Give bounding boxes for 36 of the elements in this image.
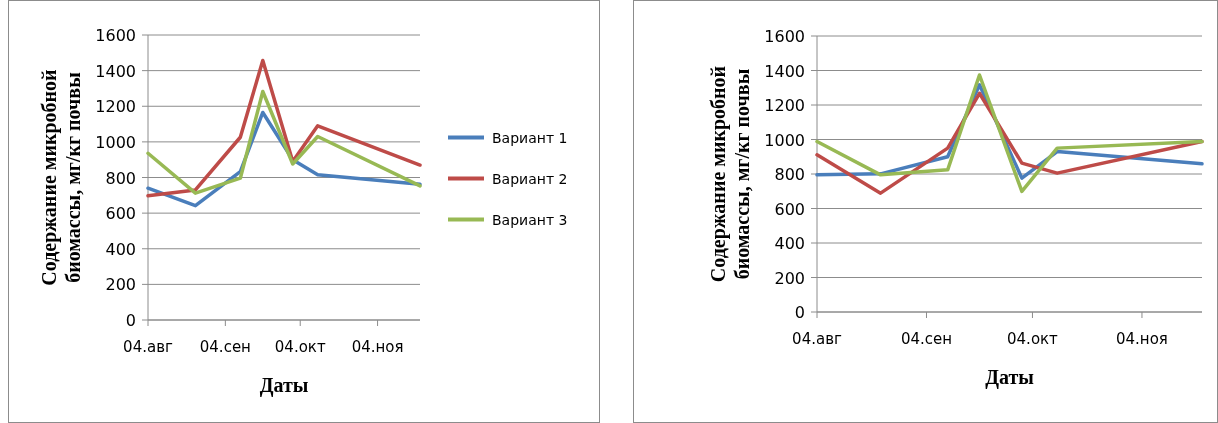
y-tick-label: 200 xyxy=(105,275,136,295)
y-tick-label: 1600 xyxy=(95,26,136,45)
x-axis-title: Даты xyxy=(259,374,309,397)
x-tick-label: 04.окт xyxy=(1007,330,1059,348)
y-tick-label: 0 xyxy=(794,303,805,322)
x-tick-label: 04.сен xyxy=(900,330,953,348)
y-tick-label: 400 xyxy=(774,234,805,253)
y-tick-label: 600 xyxy=(105,204,136,224)
y-tick-label: 1600 xyxy=(764,27,805,46)
legend-label: Вариант 2 xyxy=(492,170,568,187)
line-series xyxy=(146,89,422,195)
y-tick-label: 1000 xyxy=(95,132,136,152)
y-tick-label: 400 xyxy=(105,239,136,259)
legend-label: Вариант 1 xyxy=(492,129,568,146)
y-tick-label: 800 xyxy=(105,168,136,188)
y-tick-label: 1400 xyxy=(764,61,805,81)
x-axis-title: Даты xyxy=(985,366,1035,389)
x-tick-label: 04.авг xyxy=(123,338,173,356)
x-tick-label: 04.авг xyxy=(792,330,842,348)
y-tick-label: 800 xyxy=(774,165,805,184)
legend-label: Вариант 3 xyxy=(492,211,568,228)
x-tick-label: 04.окт xyxy=(274,338,326,356)
y-tick-label: 1200 xyxy=(95,97,136,117)
x-tick-label: 04.ноя xyxy=(1116,330,1168,348)
x-tick-label: 04.сен xyxy=(199,338,251,356)
y-tick-label: 200 xyxy=(774,268,805,288)
y-axis-title: Содержание микробной биомассы, мг/кг почвы xyxy=(707,65,753,283)
x-tick-label: 04.ноя xyxy=(351,338,404,356)
y-tick-label: 600 xyxy=(774,199,805,219)
y-axis-title: Содержание микробной биомассы, мг/кг почвы xyxy=(38,69,84,286)
line-series xyxy=(146,58,422,198)
y-tick-label: 0 xyxy=(125,311,136,330)
line-series xyxy=(815,73,1204,194)
y-tick-label: 1000 xyxy=(764,130,805,150)
y-tick-label: 1400 xyxy=(95,61,136,81)
y-tick-label: 1200 xyxy=(764,96,805,115)
